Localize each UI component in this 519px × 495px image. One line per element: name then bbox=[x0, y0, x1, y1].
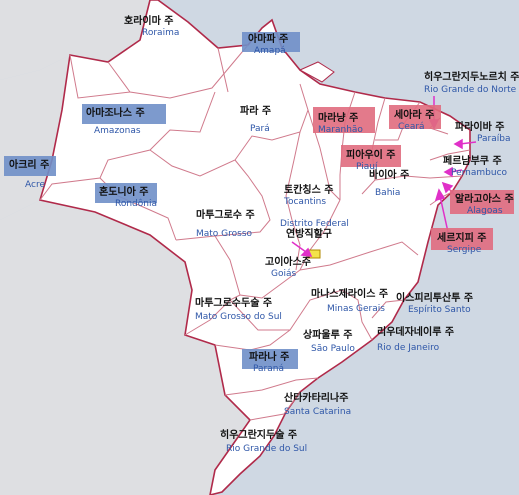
label-en: Rondônia bbox=[115, 198, 157, 209]
label-parana: 파라나 주 Paraná bbox=[249, 352, 289, 374]
label-en: Paraná bbox=[253, 363, 284, 374]
label-minas-gerais: 마나스제라이스 주 Minas Gerais bbox=[311, 289, 388, 314]
label-ko: 마나스제라이스 주 bbox=[311, 289, 389, 300]
neighbor-north bbox=[0, 0, 150, 80]
label-ko: 리우데자네이루 주 bbox=[377, 327, 455, 338]
label-en: Santa Catarina bbox=[284, 406, 352, 417]
highlight-maranhao bbox=[313, 107, 375, 133]
label-en: Piauí bbox=[356, 161, 378, 172]
label-ko: 세아라 주 bbox=[394, 110, 435, 121]
label-ko: 마투그로수 주 bbox=[196, 210, 255, 221]
label-ko: 상파울루 주 bbox=[303, 330, 353, 341]
highlight-piaui bbox=[341, 145, 401, 167]
label-distrito-federal: Distrito Federal 연방직할구 bbox=[280, 219, 349, 241]
label-ko: 페르남부쿠 주 bbox=[443, 156, 502, 167]
label-ko: 마투그로수두술 주 bbox=[195, 298, 273, 309]
label-rondonia: 혼도니아 주 Rondônia bbox=[99, 187, 157, 209]
label-ko: 혼도니아 주 bbox=[99, 187, 149, 198]
label-ko: 산타카타리나주 bbox=[284, 393, 349, 404]
label-mato-grosso: 마투그로수 주 Mato Grosso bbox=[196, 210, 255, 239]
label-ko: 아크리 주 bbox=[9, 160, 50, 171]
label-ko: 아마조나스 주 bbox=[86, 108, 145, 119]
highlight-amazonas bbox=[82, 104, 166, 124]
label-rio-grande-do-norte: 히우그란지두노르치 주 Rio Grande do Norte bbox=[424, 72, 519, 95]
label-en: Pará bbox=[250, 123, 270, 134]
label-en: Minas Gerais bbox=[327, 303, 385, 314]
label-bahia: 바이아 주 Bahia bbox=[369, 170, 409, 198]
label-para: 파라 주 Pará bbox=[240, 106, 271, 134]
label-ko: 연방직할구 bbox=[286, 229, 332, 241]
highlight-rondonia bbox=[95, 183, 157, 203]
highlight-alagoas bbox=[450, 190, 514, 214]
label-roraima: 호라이마 주 Roraima bbox=[124, 16, 179, 38]
label-ko: 히우그란지두노르치 주 bbox=[424, 72, 519, 83]
label-ko: 아마파 주 bbox=[248, 34, 289, 45]
label-en: Pernambuco bbox=[451, 167, 508, 178]
label-en: Mato Grosso bbox=[196, 228, 253, 239]
label-en: Sergipe bbox=[447, 244, 482, 255]
label-en: Bahia bbox=[375, 187, 401, 198]
label-en: Paraíba bbox=[477, 133, 511, 144]
label-paraiba: 파라이바 주 Paraíba bbox=[455, 122, 510, 144]
label-espirito-santo: 이스피리투산투 주 Espírito Santo bbox=[396, 293, 473, 315]
label-santa-catarina: 산타카타리나주 Santa Catarina bbox=[284, 393, 351, 417]
label-ko: 호라이마 주 bbox=[124, 16, 174, 27]
label-amapa: 아마파 주 Amapá bbox=[248, 34, 288, 56]
label-ko: 고이아스주 bbox=[265, 257, 311, 268]
label-ceara: 세아라 주 Ceará bbox=[394, 110, 434, 132]
label-ko: 세르지피 주 bbox=[437, 233, 487, 244]
label-en: São Paulo bbox=[311, 343, 355, 354]
label-en: Maranhão bbox=[318, 124, 363, 135]
label-ko: 알라고아스 주 bbox=[455, 194, 514, 205]
label-ko: 파라이바 주 bbox=[455, 122, 505, 133]
label-en: Ceará bbox=[398, 121, 425, 132]
label-en: Rio Grande do Sul bbox=[226, 443, 308, 454]
label-tocantins: 토칸칭스 주 Tocantins bbox=[284, 185, 333, 207]
label-ko: 마라냥 주 bbox=[318, 113, 359, 124]
label-sergipe: 세르지피 주 Sergipe bbox=[437, 233, 486, 255]
label-pernambuco: 페르남부쿠 주 Pernambuco bbox=[443, 156, 507, 178]
label-maranhao: 마라냥 주 Maranhão bbox=[318, 113, 363, 135]
label-ko: 히우그란지두술 주 bbox=[220, 430, 298, 441]
marajo-island bbox=[298, 61, 335, 83]
label-goias: 고이아스주 Goiás bbox=[265, 257, 311, 279]
label-piaui: 피아우이 주 Piauí bbox=[346, 150, 395, 172]
label-sao-paulo: 상파울루 주 São Paulo bbox=[303, 330, 355, 354]
label-acre: 아크리 주 Acre bbox=[9, 160, 49, 190]
label-mato-grosso-do-sul: 마투그로수두술 주 Mato Grosso do Sul bbox=[195, 298, 282, 322]
highlight-parana bbox=[242, 349, 298, 369]
label-en: Amapá bbox=[254, 45, 286, 56]
highlight-amapa bbox=[242, 32, 300, 52]
label-en: Distrito Federal bbox=[280, 219, 349, 229]
neighbor-northwest bbox=[0, 55, 70, 220]
highlight-ceara bbox=[389, 105, 441, 129]
label-en: Goiás bbox=[271, 268, 297, 279]
label-en: Alagoas bbox=[467, 205, 503, 216]
label-en: Acre bbox=[25, 179, 45, 190]
label-en: Rio Grande do Norte bbox=[424, 84, 517, 95]
highlight-acre bbox=[4, 156, 56, 176]
label-rio-de-janeiro: 리우데자네이루 주 Rio de Janeiro bbox=[377, 327, 454, 353]
label-en: Mato Grosso do Sul bbox=[195, 311, 282, 322]
label-en: Amazonas bbox=[94, 125, 141, 136]
label-amazonas: 아마조나스 주 Amazonas bbox=[86, 108, 145, 136]
label-alagoas: 알라고아스 주 Alagoas bbox=[455, 194, 514, 216]
label-en: Tocantins bbox=[284, 196, 327, 207]
label-ko: 바이아 주 bbox=[369, 170, 410, 181]
label-rio-grande-do-sul: 히우그란지두술 주 Rio Grande do Sul bbox=[220, 430, 307, 454]
label-en: Rio de Janeiro bbox=[377, 342, 440, 353]
label-en: Roraima bbox=[142, 27, 180, 38]
label-ko: 이스피리투산투 주 bbox=[396, 293, 474, 304]
label-en: Espírito Santo bbox=[408, 304, 471, 315]
highlight-sergipe bbox=[431, 228, 493, 250]
label-ko: 파라나 주 bbox=[249, 352, 290, 363]
label-ko: 토칸칭스 주 bbox=[284, 185, 334, 196]
label-ko: 피아우이 주 bbox=[346, 150, 396, 161]
label-ko: 파라 주 bbox=[240, 106, 272, 117]
